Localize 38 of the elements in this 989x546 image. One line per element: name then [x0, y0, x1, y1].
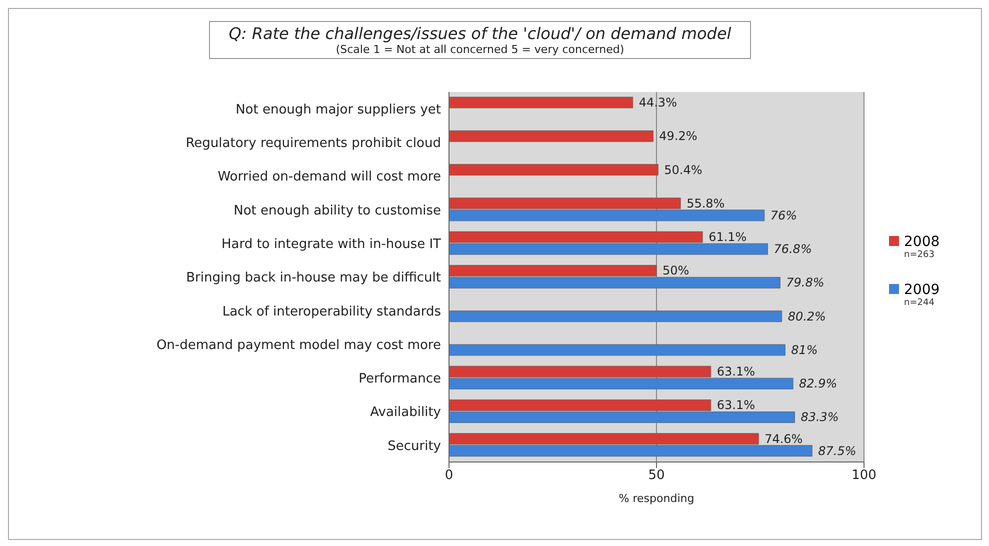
data-label: 50.4% [664, 162, 702, 177]
data-label: 74.6% [764, 432, 803, 446]
x-tick-label: 50 [648, 468, 665, 484]
data-label: 44.3% [638, 96, 677, 110]
data-label: 83.3% [800, 410, 839, 424]
legend-label: 2008 [903, 234, 940, 250]
data-label: 82.9% [799, 376, 838, 391]
data-label: 55.8% [686, 196, 725, 210]
data-label: 81% [791, 342, 818, 357]
y-tick-label: Availability [370, 405, 442, 420]
y-tick-label: Worried on-demand will cost more [218, 170, 441, 185]
x-tick-label: 100 [852, 468, 876, 484]
chart-title: Q: Rate the challenges/issues of the 'cloud'/ on demand model [228, 24, 732, 43]
data-label: 76% [770, 208, 798, 222]
data-label: 49.2% [659, 129, 698, 144]
y-tick-label: Performance [358, 372, 441, 387]
data-label: 80.2% [788, 309, 826, 324]
y-tick-label: Regulatory requirements prohibit cloud [186, 136, 441, 152]
data-label: 87.5% [818, 444, 856, 458]
x-tick-label: 0 [444, 468, 454, 484]
y-tick-label: Not enough ability to customise [234, 203, 441, 218]
y-tick-label: Not enough major suppliers yet [236, 102, 441, 118]
data-label: 50% [662, 264, 690, 278]
data-label: 63.1% [716, 364, 755, 379]
y-tick-label: Lack of interoperability standards [222, 304, 442, 320]
text: n=244 [904, 298, 936, 308]
data-label: 61.1% [708, 230, 747, 244]
x-axis-title: % responding [618, 492, 694, 505]
y-tick-label: On-demand payment model may cost more [156, 338, 441, 353]
text: n=263 [904, 250, 936, 260]
data-label: 63.1% [716, 398, 755, 412]
data-label: 76.8% [774, 242, 812, 256]
data-label: 79.8% [786, 276, 824, 290]
legend-label: 2009 [903, 282, 940, 298]
y-tick-label: Hard to integrate with in-house IT [221, 236, 442, 252]
y-tick-label: Security [388, 438, 442, 454]
chart-subtitle: (Scale 1 = Not at all concerned 5 = very concerned) [334, 43, 626, 56]
y-tick-label: Bringing back in-house may be difficult [186, 270, 441, 286]
